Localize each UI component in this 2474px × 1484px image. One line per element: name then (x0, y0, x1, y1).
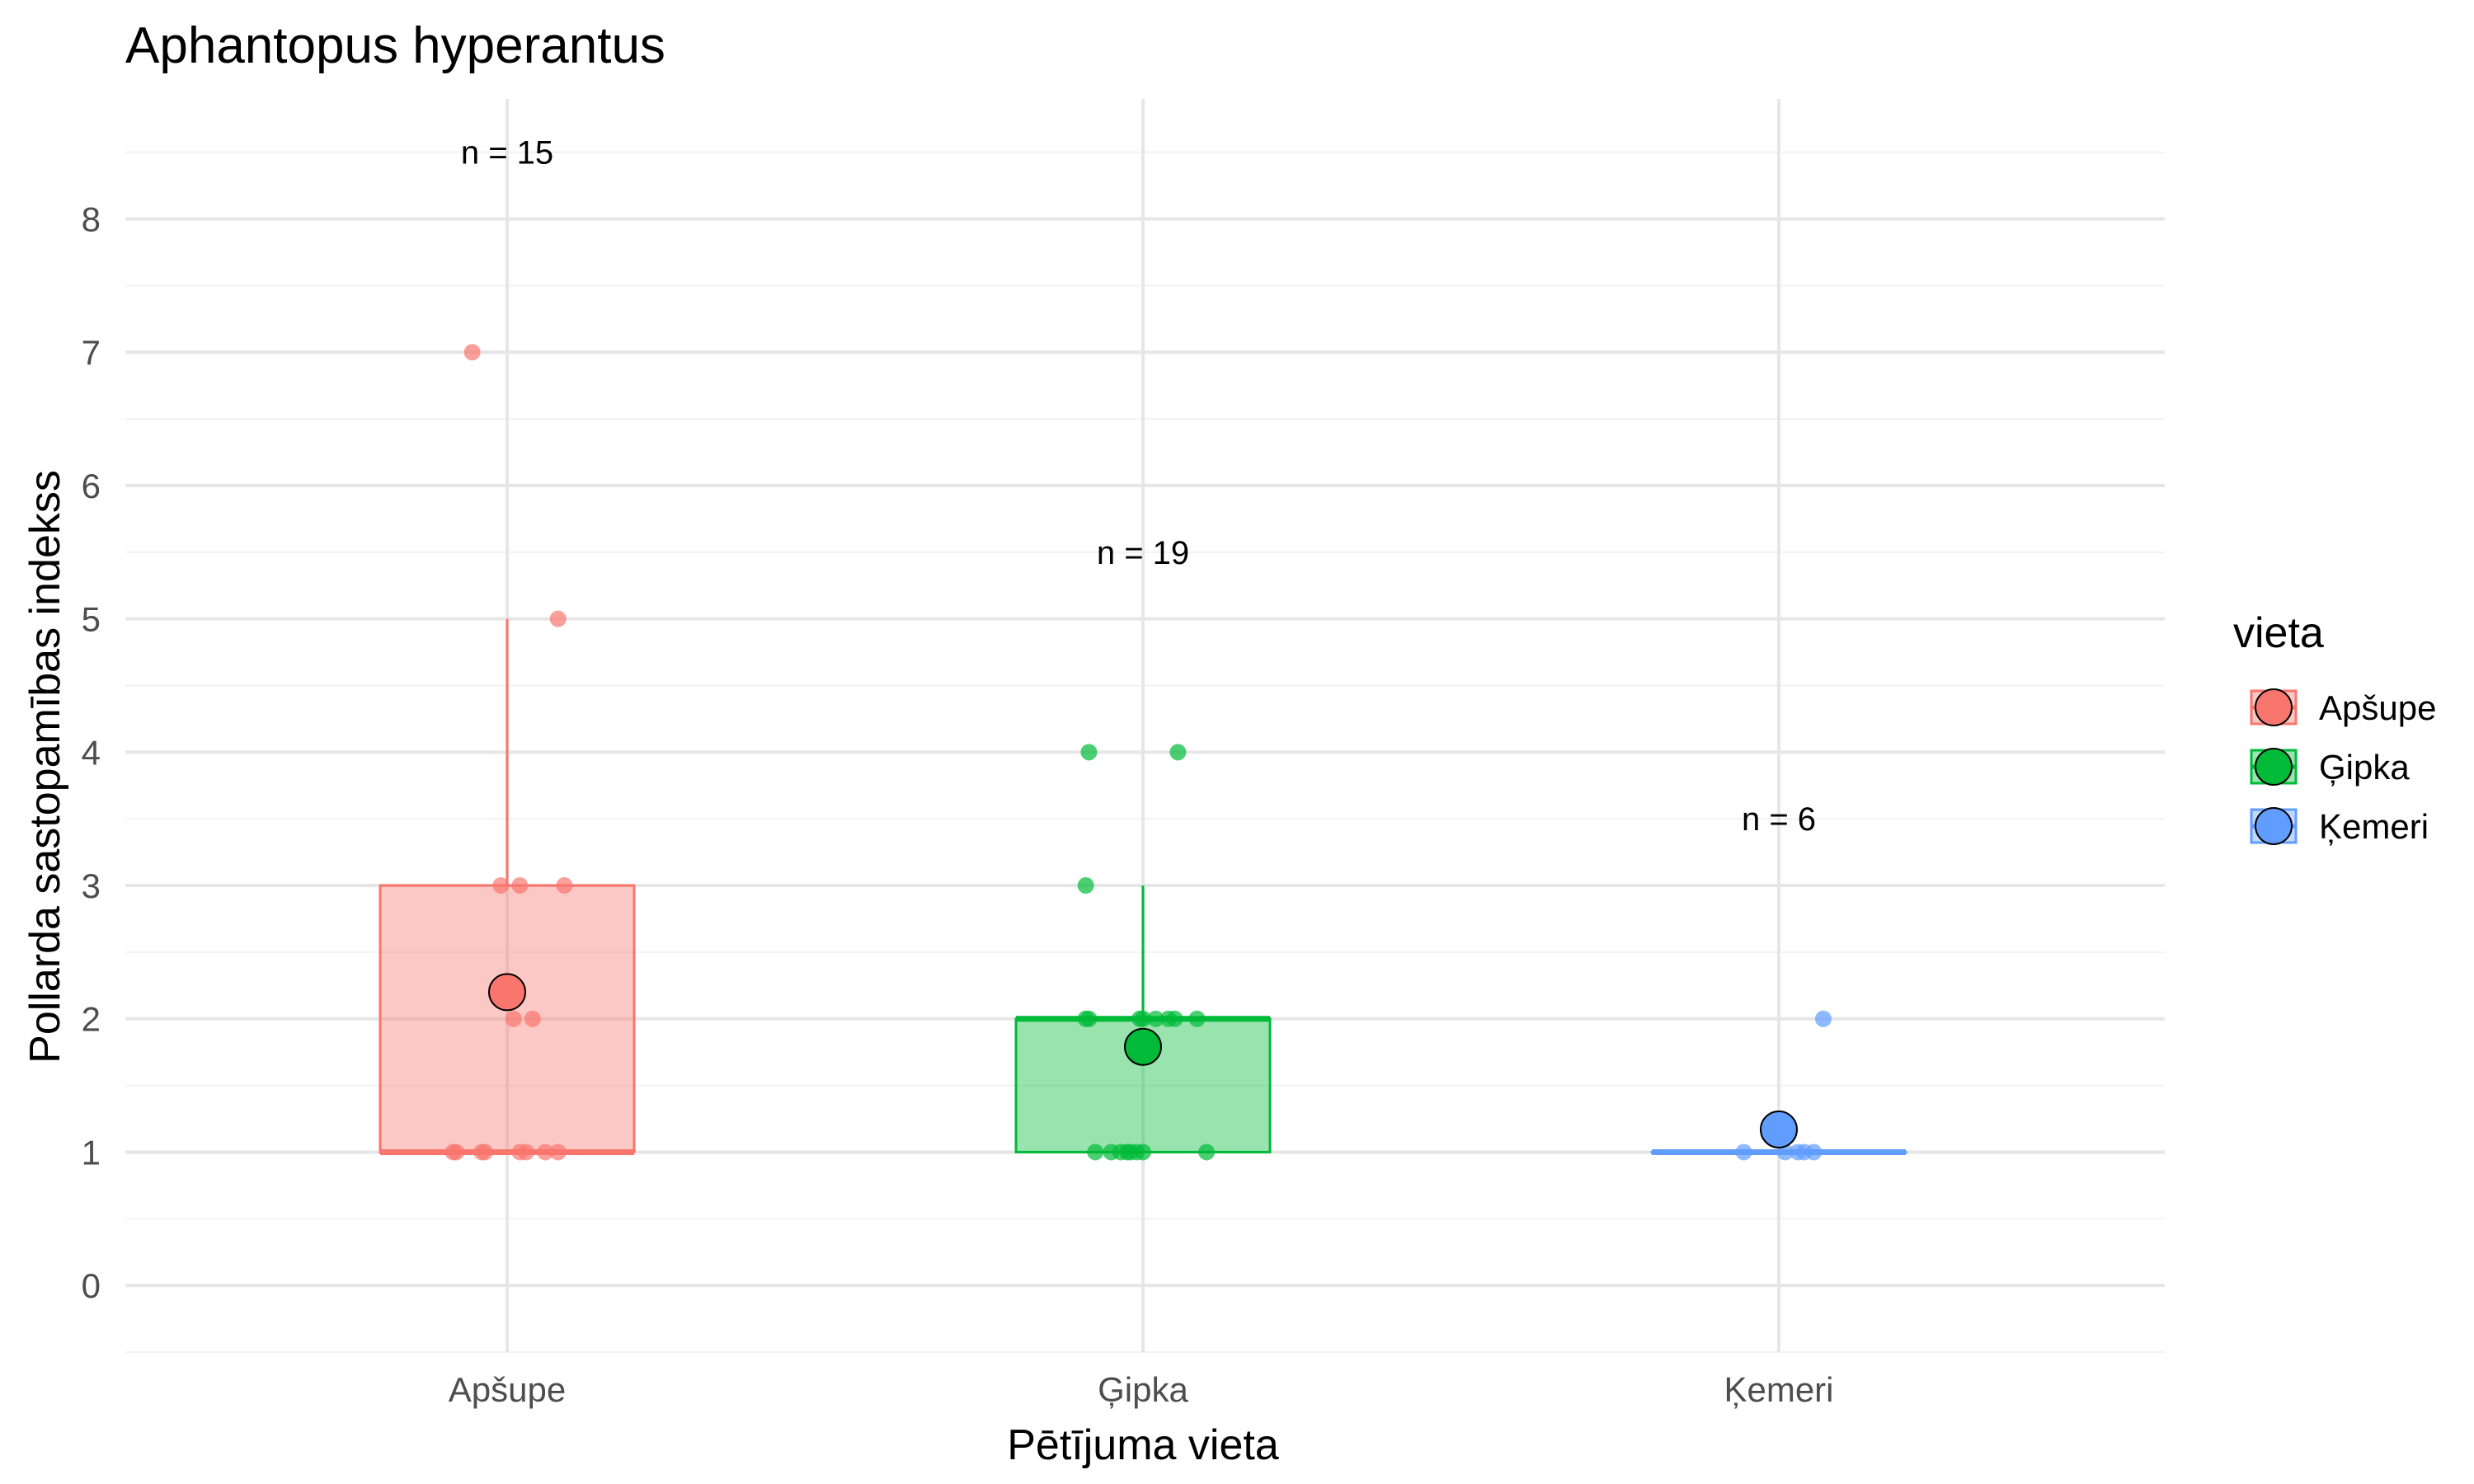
data-point (505, 1010, 522, 1027)
x-tick-label: Apšupe (449, 1370, 566, 1409)
y-tick-label: 5 (82, 600, 101, 639)
data-point (556, 877, 573, 895)
y-tick-label: 6 (82, 467, 101, 505)
legend-label: Ķemeri (2319, 807, 2429, 846)
legend-key-mean (2255, 807, 2293, 845)
y-tick-label: 3 (82, 866, 101, 905)
legend-title: vieta (2233, 609, 2324, 657)
data-point (518, 1144, 535, 1161)
data-point (1080, 744, 1098, 761)
sample-size-label: n = 15 (461, 135, 553, 171)
chart-title: Aphantopus hyperantus (125, 17, 666, 74)
sample-size-label: n = 6 (1742, 801, 1816, 838)
legend-label: Apšupe (2319, 688, 2436, 727)
data-point (1131, 1010, 1149, 1027)
mean-marker (488, 973, 526, 1012)
x-tick-label: Ķemeri (1724, 1370, 1833, 1409)
data-point (1147, 1010, 1164, 1027)
data-point (1166, 1010, 1183, 1027)
y-axis-title: Pollarda sastopamības indekss (21, 470, 69, 1064)
data-point (511, 877, 529, 895)
data-point (1188, 1010, 1206, 1027)
sample-size-labels: n = 15 n = 19 n = 6 (461, 135, 1816, 838)
grid-lines (125, 99, 2165, 1353)
data-point (537, 1144, 554, 1161)
legend-key-mean (2255, 748, 2293, 786)
legend-items: Apšupe Ģipka Ķemeri (2250, 688, 2436, 846)
legend-label: Ģipka (2319, 748, 2410, 787)
data-point (549, 1144, 567, 1161)
data-point (1080, 1010, 1098, 1027)
y-tick-label: 0 (82, 1266, 101, 1305)
mean-marker (1124, 1027, 1162, 1066)
y-tick-label: 2 (82, 1000, 101, 1039)
data-point (1122, 1144, 1139, 1161)
data-point (1169, 744, 1187, 761)
data-point (492, 877, 510, 895)
data-point (1135, 1144, 1151, 1161)
x-axis-tick-labels: Apšupe Ģipka Ķemeri (449, 1370, 1834, 1409)
data-point (1814, 1010, 1832, 1027)
y-tick-label: 8 (82, 200, 101, 239)
data-point (549, 610, 567, 627)
y-tick-label: 1 (82, 1133, 101, 1172)
y-tick-label: 7 (82, 333, 101, 372)
y-axis-tick-labels: 0 1 2 3 4 5 6 7 8 (82, 200, 101, 1306)
data-point (1198, 1144, 1216, 1161)
mean-marker (1760, 1110, 1798, 1148)
mean-markers (488, 973, 1798, 1148)
x-axis-title: Pētījuma vieta (1007, 1421, 1279, 1469)
data-point (477, 1144, 494, 1161)
y-tick-label: 4 (82, 733, 101, 772)
data-point (1087, 1144, 1104, 1161)
legend: vieta Apšupe Ģipka Ķemeri (2233, 609, 2436, 846)
sample-size-label: n = 19 (1097, 535, 1189, 571)
data-point (1735, 1144, 1752, 1161)
legend-key-mean (2255, 688, 2293, 726)
data-point (524, 1010, 541, 1027)
data-point (1805, 1144, 1823, 1161)
data-point (463, 344, 481, 361)
data-point (444, 1144, 462, 1161)
data-point (1077, 877, 1094, 895)
x-tick-label: Ģipka (1098, 1370, 1188, 1409)
jitter-points (444, 344, 1832, 1161)
